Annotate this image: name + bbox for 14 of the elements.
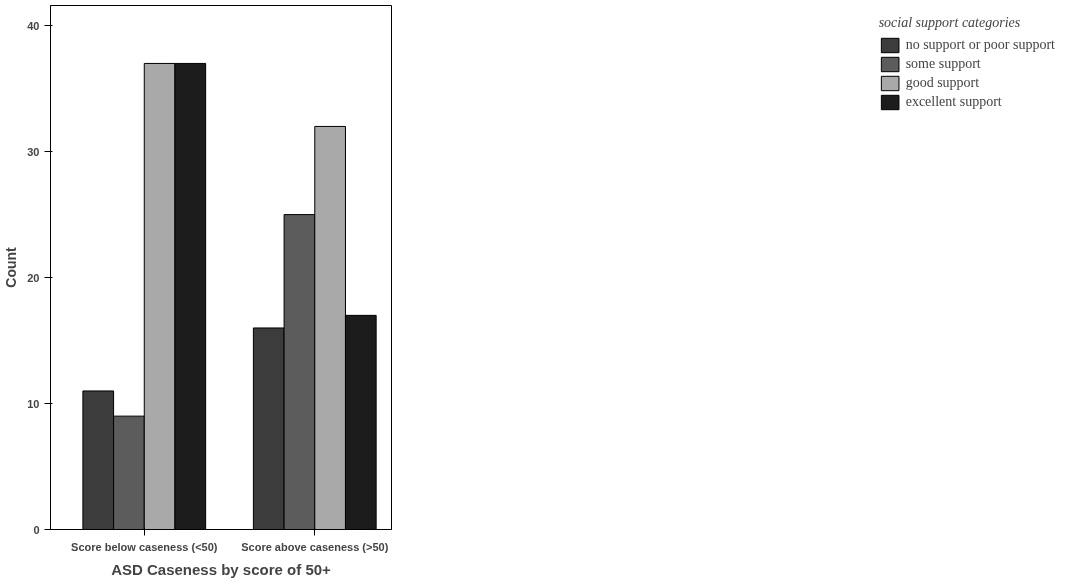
y-tick-label: 10 [27, 397, 40, 410]
x-tick-label: Score above caseness (>50) [241, 540, 389, 553]
legend-label: good support [905, 75, 980, 91]
y-tick-label: 0 [33, 523, 40, 536]
y-tick-label: 20 [27, 271, 40, 284]
legend-label: no support or poor support [905, 37, 1055, 53]
y-tick-label: 30 [27, 145, 40, 158]
y-tick-label: 40 [27, 19, 40, 32]
x-tick-label: Score below caseness (<50) [71, 540, 218, 553]
legend-title: social support categories [878, 15, 1022, 31]
legend-label: some support [905, 56, 981, 72]
x-axis-title: ASD Caseness by score of 50+ [111, 560, 332, 578]
y-axis-title: Count [3, 246, 20, 288]
legend-label: excellent support [905, 94, 1002, 110]
